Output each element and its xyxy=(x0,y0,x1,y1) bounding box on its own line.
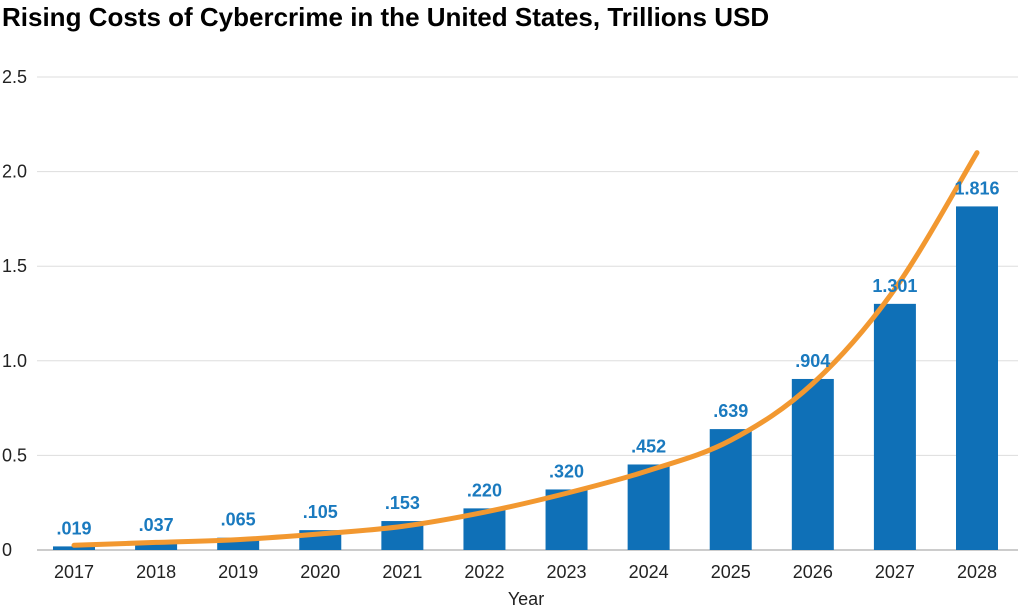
data-label: .220 xyxy=(467,480,502,500)
x-tick-label: 2025 xyxy=(711,562,751,582)
x-tick-label: 2027 xyxy=(875,562,915,582)
data-label: .452 xyxy=(631,436,666,456)
bar xyxy=(956,206,998,551)
y-tick-label: 1.0 xyxy=(2,351,27,371)
chart-title: Rising Costs of Cybercrime in the United… xyxy=(2,2,770,32)
data-label: .153 xyxy=(385,493,420,513)
data-label: .320 xyxy=(549,461,584,481)
data-label: .019 xyxy=(56,518,91,538)
x-tick-label: 2022 xyxy=(464,562,504,582)
x-tick-label: 2024 xyxy=(629,562,669,582)
x-axis-ticks: 2017 2018 2019 2020 2021 2022 2023 2024 2025 2026… xyxy=(54,562,997,582)
x-tick-label: 2017 xyxy=(54,562,94,582)
bars xyxy=(53,206,998,551)
bar xyxy=(135,542,178,550)
x-tick-label: 2028 xyxy=(957,562,997,582)
y-tick-label: 2.0 xyxy=(2,162,27,182)
y-axis-ticks: 0 0.5 1.0 1.5 2.0 2.5 xyxy=(2,67,27,560)
x-axis-title: Year xyxy=(508,589,544,609)
x-tick-label: 2026 xyxy=(793,562,833,582)
data-label: .904 xyxy=(795,351,830,371)
y-tick-label: 1.5 xyxy=(2,256,27,276)
y-tick-label: 0 xyxy=(2,540,12,560)
bar xyxy=(53,546,95,550)
x-tick-label: 2020 xyxy=(300,562,340,582)
trend-line xyxy=(71,150,980,548)
gridlines xyxy=(37,76,1018,551)
x-tick-label: 2018 xyxy=(136,562,176,582)
data-label: .639 xyxy=(713,401,748,421)
x-tick-label: 2021 xyxy=(382,562,422,582)
data-label: .065 xyxy=(221,510,256,530)
bar xyxy=(545,489,588,550)
x-tick-label: 2023 xyxy=(547,562,587,582)
bar xyxy=(873,303,916,550)
x-tick-label: 2019 xyxy=(218,562,258,582)
data-label: .105 xyxy=(303,502,338,522)
data-label: .037 xyxy=(139,515,174,535)
bar xyxy=(791,378,834,550)
bar xyxy=(627,464,670,550)
y-tick-label: 0.5 xyxy=(2,445,27,465)
trend-line-path xyxy=(71,150,980,548)
data-label: 1.301 xyxy=(872,276,917,296)
data-label: 1.816 xyxy=(954,178,999,198)
data-labels: .019 .037 .065 .105 .153 .220 .320 .452 .639 .904… xyxy=(56,178,999,538)
y-tick-label: 2.5 xyxy=(2,67,27,87)
